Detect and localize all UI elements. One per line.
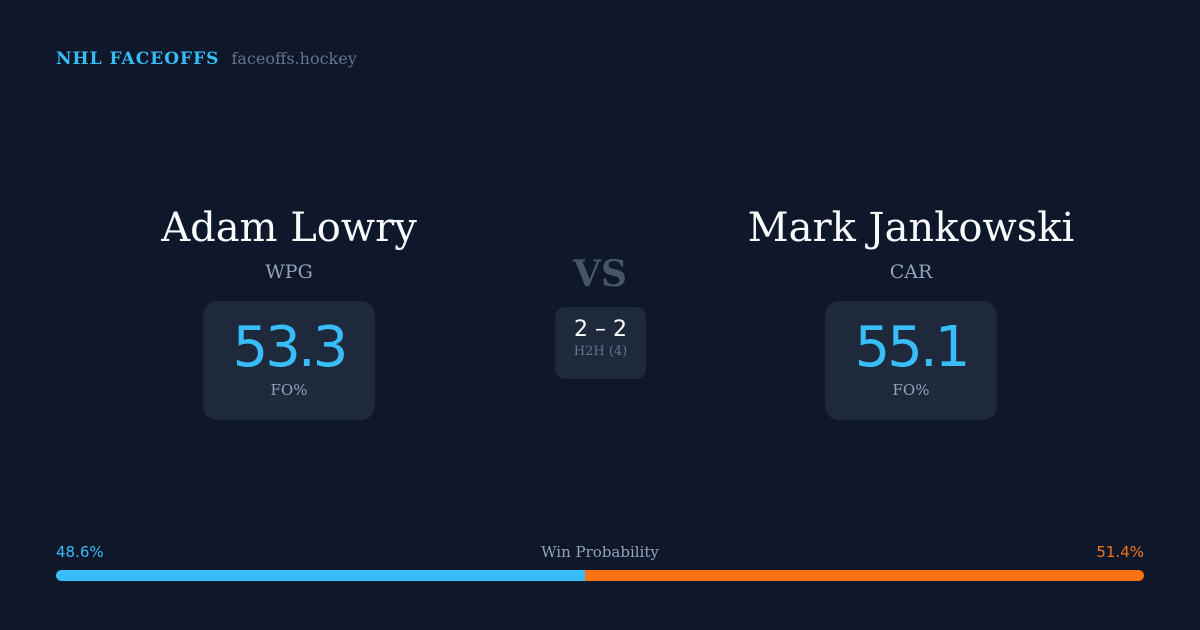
player-2: Mark Jankowski CAR 55.1 FO%: [711, 205, 1111, 420]
player-2-fo-value: 55.1: [854, 315, 971, 380]
win-probability-label: Win Probability: [541, 543, 659, 561]
brand-url: faceoffs.hockey: [231, 49, 357, 68]
h2h-card: 2 – 2 H2H (4): [555, 307, 646, 379]
vs-label: VS: [573, 253, 627, 295]
h2h-score: 2 – 2: [574, 317, 627, 342]
player-2-bar-segment: [584, 570, 1144, 581]
player-2-team: CAR: [889, 261, 933, 283]
brand-title: NHL FACEOFFS: [56, 49, 220, 69]
h2h-count: H2H (4): [573, 344, 628, 359]
player-1-fo-value: 53.3: [232, 315, 349, 380]
player-1-name: Adam Lowry: [161, 205, 417, 251]
brand: NHL FACEOFFS faceoffs.hockey: [56, 49, 357, 69]
player-2-fo-card: 55.1 FO%: [825, 301, 997, 420]
player-1-bar-segment: [56, 570, 585, 581]
win-probability-bar: [56, 570, 1144, 581]
player-1: Adam Lowry WPG 53.3 FO%: [89, 205, 489, 420]
player-2-fo-label: FO%: [892, 381, 930, 399]
player-2-name: Mark Jankowski: [747, 205, 1075, 251]
player-1-win-prob: 48.6%: [56, 543, 104, 561]
player-1-fo-label: FO%: [270, 381, 308, 399]
player-2-win-prob: 51.4%: [1096, 543, 1144, 561]
player-1-fo-card: 53.3 FO%: [203, 301, 375, 420]
player-1-team: WPG: [265, 261, 313, 283]
